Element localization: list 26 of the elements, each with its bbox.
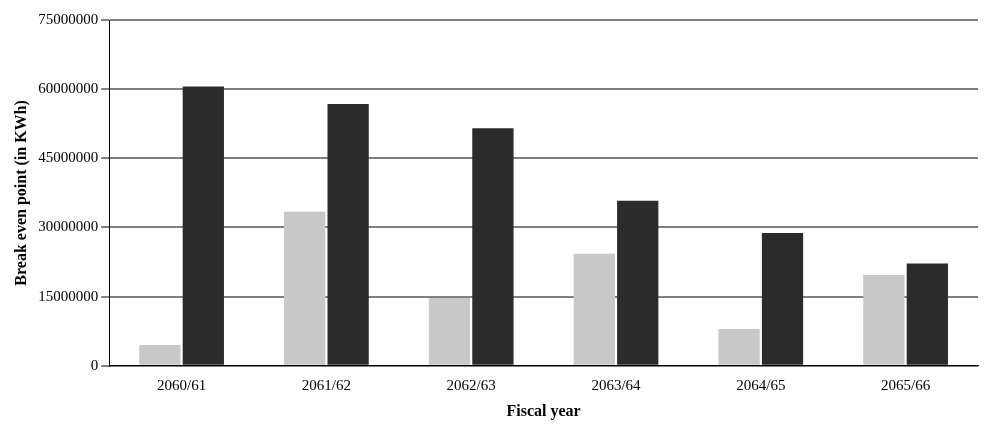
y-tick-label: 75000000: [38, 10, 99, 27]
x-tick-label: 2065/66: [881, 376, 931, 393]
y-tick-label: 60000000: [38, 80, 99, 97]
bar: [327, 103, 369, 365]
x-tick-label: 2063/64: [591, 376, 642, 393]
y-axis-title: Break even point (in KWh): [11, 100, 30, 286]
bar: [718, 328, 760, 365]
x-tick-label: 2064/65: [736, 376, 786, 393]
x-tick-label: 2060/61: [157, 376, 207, 393]
bar: [573, 253, 615, 365]
y-tick-label: 30000000: [38, 218, 99, 235]
bar: [284, 211, 326, 365]
x-axis-title: Fiscal year: [506, 401, 581, 420]
y-tick-label: 45000000: [38, 149, 99, 166]
bar: [617, 200, 659, 365]
bar: [472, 128, 514, 365]
bar: [761, 233, 804, 365]
bar: [906, 263, 948, 365]
y-tick-label: 0: [90, 356, 99, 373]
x-tick-label: 2062/63: [446, 376, 496, 393]
bar: [139, 345, 181, 365]
y-tick-label: 15000000: [38, 287, 99, 304]
bar: [863, 274, 905, 365]
bar: [182, 86, 224, 365]
bar: [428, 298, 471, 365]
x-tick-label: 2061/62: [301, 376, 351, 393]
